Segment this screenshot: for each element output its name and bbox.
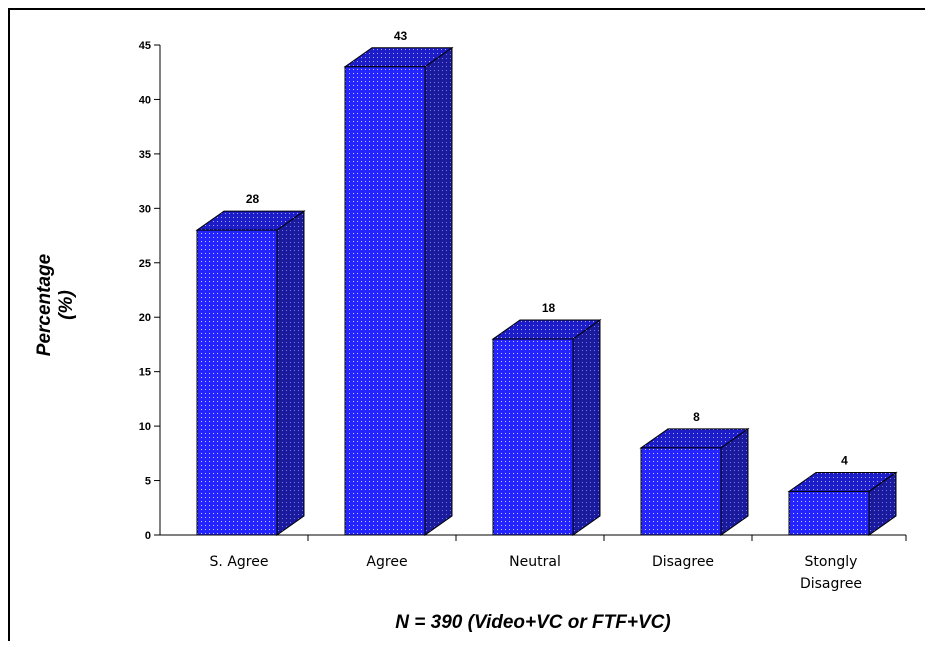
y-tick-label: 20 (139, 312, 151, 324)
y-axis-title: Percentage (%) (34, 253, 77, 356)
bar-5 (787, 471, 898, 536)
x-category-label: Stongly (805, 554, 858, 570)
x-category-label: Neutral (509, 554, 561, 570)
data-label: 43 (394, 29, 408, 43)
data-label: 4 (841, 453, 848, 467)
y-tick-label: 30 (139, 203, 151, 215)
bar-side-face (572, 319, 601, 536)
x-category-label: Agree (366, 554, 407, 570)
data-label: 28 (246, 192, 260, 206)
bar-4 (639, 427, 750, 536)
y-axis-title-line: Percentage (34, 253, 55, 356)
x-axis-title: N = 390 (Video+VC or FTF+VC) (395, 612, 670, 633)
bar-front-face (344, 66, 426, 536)
bar-side-face (424, 46, 453, 536)
bar-side-face (276, 210, 305, 536)
y-axis-title-line: (%) (56, 290, 77, 320)
data-label: 18 (542, 301, 556, 315)
data-label: 8 (693, 410, 700, 424)
bar-1 (195, 210, 306, 536)
y-tick-label: 25 (139, 258, 151, 270)
x-category-label: Disagree (800, 576, 862, 592)
y-tick-label: 15 (139, 367, 151, 379)
y-tick-label: 45 (139, 40, 151, 52)
y-tick-label: 5 (145, 476, 151, 488)
bars (195, 46, 898, 536)
labels: 28 S. Agree 43 Agree 18 Neutral 8 Disagree 4 Ston… (34, 29, 862, 633)
bar-front-face (492, 338, 574, 536)
x-category-label: Disagree (652, 554, 714, 570)
bar-side-face (720, 427, 749, 536)
y-tick-label: 10 (139, 421, 151, 433)
y-tick-label: 0 (145, 530, 151, 542)
y-tick-label: 40 (139, 94, 151, 106)
bar-2 (343, 46, 454, 536)
bar-front-face (788, 490, 870, 536)
bar-front-face (640, 447, 722, 536)
x-category-label: S. Agree (210, 554, 269, 570)
bar-front-face (196, 229, 278, 536)
y-tick-label: 35 (139, 149, 151, 161)
bar-3 (491, 319, 602, 536)
